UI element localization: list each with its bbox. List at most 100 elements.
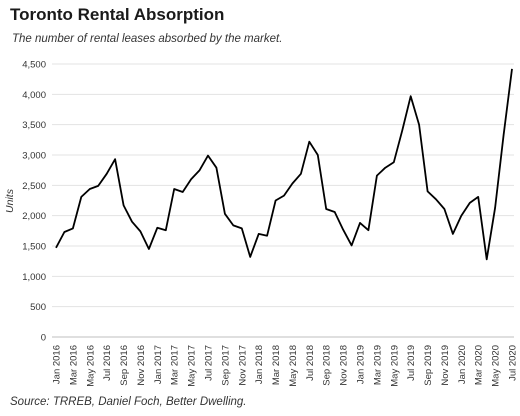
x-tick-label: Jul 2017: [204, 345, 215, 381]
x-tick-label: Sep 2016: [119, 345, 130, 386]
data-point: [79, 194, 84, 199]
data-point: [366, 228, 371, 233]
x-tick-label: Mar 2018: [271, 345, 282, 385]
data-point: [358, 220, 363, 225]
data-point: [62, 230, 67, 235]
data-point: [391, 160, 396, 165]
data-point: [501, 132, 506, 137]
data-point: [450, 231, 455, 236]
data-point: [172, 186, 177, 191]
x-tick-label: Mar 2020: [474, 345, 485, 385]
data-point: [484, 257, 489, 262]
data-point: [408, 94, 413, 99]
series-line: [55, 68, 513, 261]
data-point: [493, 205, 498, 210]
y-tick-label: 2,500: [22, 181, 46, 192]
data-point: [248, 254, 253, 259]
data-point: [54, 245, 59, 250]
x-tick-label: Sep 2019: [423, 345, 434, 386]
y-tick-label: 0: [41, 333, 46, 344]
x-tick-label: May 2019: [389, 345, 400, 387]
x-tick-label: May 2016: [85, 345, 96, 387]
data-point: [341, 227, 346, 232]
x-tick-label: Nov 2017: [237, 345, 248, 386]
x-tick-label: Mar 2017: [170, 345, 181, 385]
data-point: [324, 206, 329, 211]
data-point: [298, 171, 303, 176]
source-note: Source: TRREB, Daniel Foch, Better Dwell…: [10, 396, 247, 408]
data-point: [290, 181, 295, 186]
data-point: [256, 231, 261, 236]
data-point: [400, 128, 405, 133]
chart-title: Toronto Rental Absorption: [10, 5, 225, 24]
x-tick-label: Jan 2020: [457, 345, 468, 384]
data-point: [282, 193, 287, 198]
y-tick-label: 4,000: [22, 90, 46, 101]
chart-subtitle: The number of rental leases absorbed by …: [12, 33, 283, 45]
data-point: [307, 139, 312, 144]
data-point: [96, 183, 101, 188]
grid-lines: [52, 63, 514, 338]
x-tick-labels: Jan 2016 Mar 2016 May 2016 Jul 2016 Sep 2016…: [52, 345, 519, 387]
data-point: [146, 247, 151, 252]
y-tick-label: 3,000: [22, 151, 46, 162]
series-group: [54, 66, 515, 262]
data-point: [206, 153, 211, 158]
y-tick-label: 1,500: [22, 242, 46, 253]
x-tick-label: Jan 2016: [52, 345, 63, 384]
data-point: [222, 211, 227, 216]
data-point: [383, 165, 388, 170]
data-point: [434, 197, 439, 202]
x-tick-label: Jul 2019: [406, 345, 417, 381]
x-tick-label: May 2018: [288, 345, 299, 387]
data-point: [315, 153, 320, 158]
data-point: [332, 210, 337, 215]
data-point: [113, 157, 118, 162]
x-tick-label: Jul 2020: [508, 345, 519, 381]
data-point: [138, 229, 143, 234]
x-tick-label: Mar 2019: [372, 345, 383, 385]
data-point: [467, 200, 472, 205]
data-point: [510, 66, 515, 71]
data-point: [442, 206, 447, 211]
data-point: [214, 165, 219, 170]
x-tick-label: Jul 2016: [102, 345, 113, 381]
y-axis-label: Units: [4, 188, 16, 213]
x-tick-label: Nov 2016: [136, 345, 147, 386]
y-tick-labels: 0 500 1,000 1,500 2,000 2,500 3,000 3,500 4,000 4…: [22, 60, 46, 344]
data-point: [273, 198, 278, 203]
x-tick-label: May 2020: [491, 345, 502, 387]
x-tick-label: May 2017: [187, 345, 198, 387]
data-point: [349, 243, 354, 248]
y-tick-label: 3,500: [22, 120, 46, 131]
data-point: [87, 186, 92, 191]
x-tick-label: Nov 2018: [339, 345, 350, 386]
y-tick-label: 4,500: [22, 60, 46, 71]
data-point: [180, 190, 185, 195]
y-tick-label: 2,000: [22, 211, 46, 222]
data-point: [121, 203, 126, 208]
x-tick-label: Nov 2019: [440, 345, 451, 386]
data-point: [130, 219, 135, 224]
x-tick-label: Jan 2019: [356, 345, 367, 384]
data-point: [417, 122, 422, 127]
data-point: [459, 213, 464, 218]
data-point: [155, 225, 160, 230]
data-point: [104, 171, 109, 176]
x-tick-label: Jan 2017: [153, 345, 164, 384]
data-point: [70, 226, 75, 231]
data-point: [231, 223, 236, 228]
y-tick-label: 500: [30, 302, 46, 313]
x-tick-label: Jan 2018: [254, 345, 265, 384]
data-point: [189, 177, 194, 182]
x-tick-label: Sep 2018: [322, 345, 333, 386]
data-point: [476, 194, 481, 199]
data-point: [239, 226, 244, 231]
x-tick-label: Jul 2018: [305, 345, 316, 381]
data-point: [163, 228, 168, 233]
data-point: [197, 168, 202, 173]
x-tick-label: Sep 2017: [220, 345, 231, 386]
data-point: [374, 173, 379, 178]
x-tick-label: Mar 2016: [68, 345, 79, 385]
